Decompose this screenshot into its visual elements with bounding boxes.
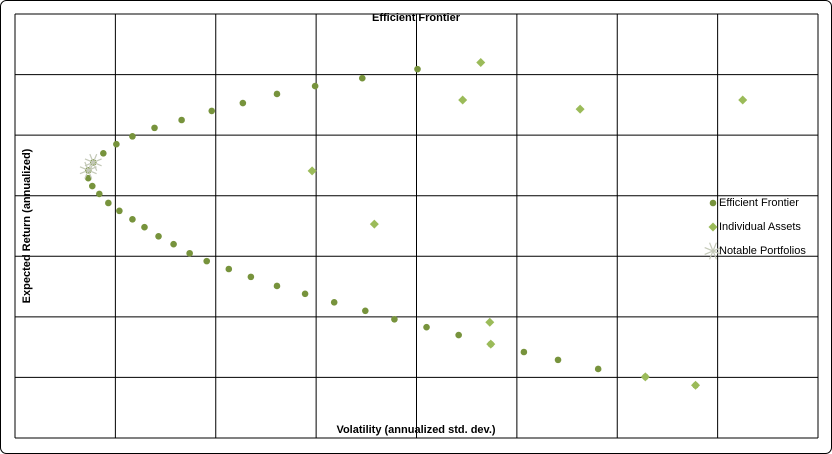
star-marker <box>84 153 102 171</box>
legend-marker <box>708 222 718 232</box>
dot-marker <box>554 356 562 364</box>
diamond-marker <box>307 166 317 176</box>
dot-marker <box>113 140 120 148</box>
dot-marker <box>186 249 193 257</box>
dot-marker <box>239 99 247 107</box>
dot-marker <box>362 307 369 315</box>
dot-marker <box>151 124 158 132</box>
diamond-marker <box>738 95 748 105</box>
dot-marker <box>100 150 107 157</box>
y-axis-title: Expected Return (annualized) <box>21 148 33 303</box>
dot-marker <box>391 315 398 323</box>
diamond-marker <box>575 104 585 114</box>
diamond-marker <box>640 372 650 382</box>
diamond-marker <box>485 317 495 327</box>
dot-marker <box>84 174 92 182</box>
dot-marker <box>208 107 216 115</box>
dot-marker <box>423 323 430 331</box>
dot-marker <box>116 207 123 215</box>
dot-marker <box>273 90 281 98</box>
legend-label: Efficient Frontier <box>719 197 799 209</box>
dot-marker <box>155 232 162 240</box>
dot-marker <box>414 65 421 73</box>
diamond-marker <box>458 95 468 105</box>
dot-marker <box>358 74 366 82</box>
star-marker <box>79 161 97 179</box>
dot-marker <box>129 216 136 223</box>
diamond-marker <box>486 339 496 349</box>
dot-marker <box>520 348 528 356</box>
dot-marker <box>311 82 319 90</box>
legend-marker <box>709 199 717 207</box>
dot-marker <box>273 282 281 290</box>
diamond-marker <box>476 57 486 67</box>
legend-label: Individual Assets <box>719 221 801 233</box>
dot-marker <box>170 240 177 248</box>
dot-marker <box>141 223 148 231</box>
legend-marker <box>704 242 722 260</box>
dot-marker <box>330 299 338 306</box>
dot-marker <box>301 290 309 298</box>
dot-marker <box>96 190 103 198</box>
legend-label: Notable Portfolios <box>719 245 806 257</box>
dot-marker <box>247 273 255 281</box>
diamond-marker <box>369 219 379 229</box>
dot-marker <box>225 265 233 273</box>
dot-marker <box>455 331 462 339</box>
dot-marker <box>203 257 211 265</box>
dot-marker <box>105 199 112 207</box>
dot-marker <box>129 133 136 140</box>
dot-marker <box>594 365 602 373</box>
dot-marker <box>178 116 185 124</box>
diamond-marker <box>691 380 701 390</box>
dot-marker <box>88 182 96 190</box>
